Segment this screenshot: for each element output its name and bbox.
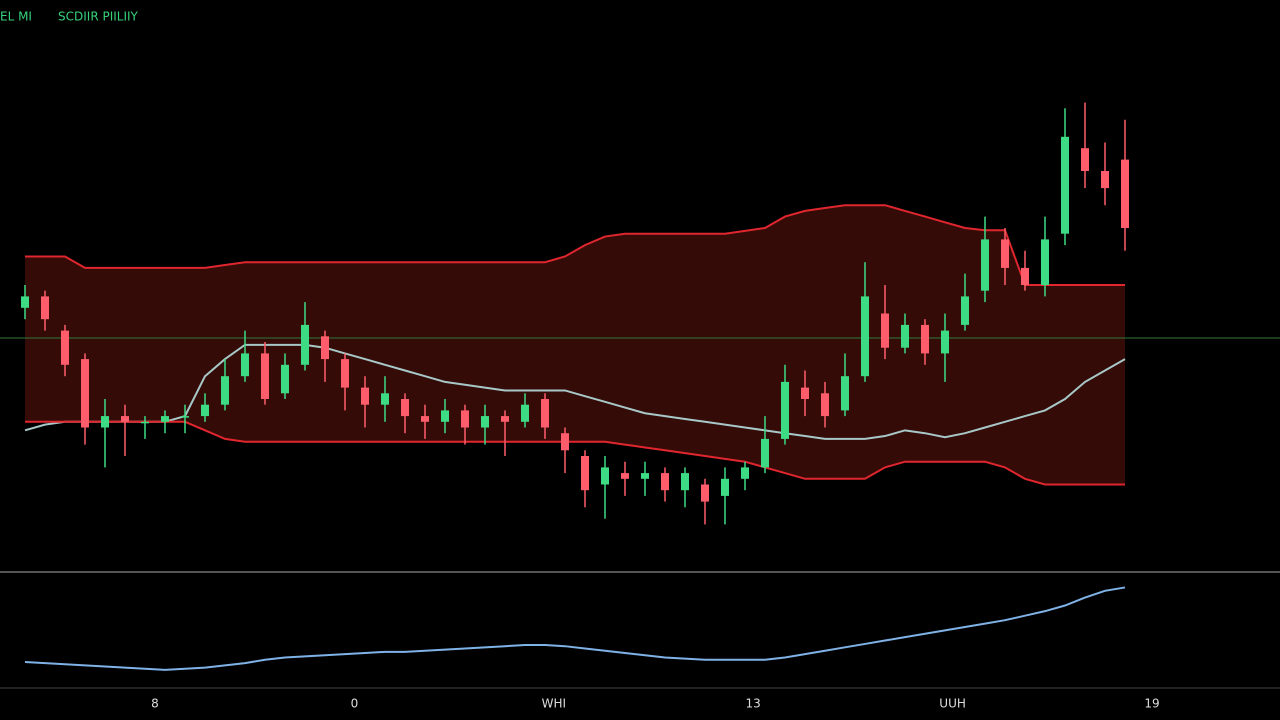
candle-body: [1061, 136, 1069, 234]
candle-body: [1101, 171, 1109, 189]
candle-body: [1121, 159, 1129, 228]
x-tick-label: 19: [1144, 697, 1159, 711]
candle-body: [721, 478, 729, 496]
candle-body: [701, 484, 709, 502]
candle-body: [521, 404, 529, 422]
chart-title: EL MI: [0, 10, 32, 24]
x-tick-label: 0: [351, 697, 359, 711]
candle-body: [861, 296, 869, 377]
candle-body: [661, 473, 669, 491]
candle-body: [1021, 267, 1029, 285]
candle-body: [841, 376, 849, 411]
candle-body: [501, 416, 509, 422]
candle-body: [641, 473, 649, 479]
candle-body: [261, 353, 269, 399]
candle-body: [881, 313, 889, 348]
candle-body: [461, 410, 469, 428]
band-line: [24, 343, 1126, 440]
candle-body: [901, 324, 909, 348]
x-tick-label: 8: [151, 697, 159, 711]
x-tick-label: UUH: [939, 697, 966, 711]
candle-body: [361, 387, 369, 405]
candle-body: [181, 416, 189, 418]
candle-body: [601, 467, 609, 485]
candle-body: [381, 393, 389, 405]
candle-body: [41, 296, 49, 320]
candle-body: [321, 336, 329, 360]
candle-body: [121, 416, 129, 422]
candle-body: [21, 296, 29, 308]
candle-body: [301, 324, 309, 365]
chart-subtitle: SCDIIR PIILIIY: [58, 10, 139, 24]
candle-body: [961, 296, 969, 325]
x-tick-label: WHI: [542, 697, 566, 711]
candle-body: [101, 416, 109, 428]
candle-body: [341, 359, 349, 388]
candle-body: [621, 473, 629, 479]
candle-body: [681, 473, 689, 491]
candle-body: [61, 330, 69, 365]
candle-body: [781, 381, 789, 439]
candle-body: [821, 393, 829, 417]
candle-body: [541, 399, 549, 428]
candle-body: [1001, 239, 1009, 268]
candle-body: [141, 421, 149, 424]
band-line: [25, 204, 1125, 286]
candle-body: [1041, 239, 1049, 285]
candle-body: [441, 410, 449, 422]
candle-body: [281, 364, 289, 394]
indicator-line: [24, 586, 1126, 671]
candle-body: [401, 399, 409, 417]
candle-body: [981, 239, 989, 291]
candle-body: [481, 416, 489, 428]
candle-body: [201, 404, 209, 417]
candle-body: [221, 376, 229, 405]
band-line: [25, 420, 1125, 486]
candle-body: [801, 387, 809, 399]
band-fill: [25, 205, 1125, 485]
candle-body: [241, 353, 249, 377]
candle-body: [161, 416, 169, 422]
candle-body: [761, 438, 769, 468]
candle-body: [421, 416, 429, 422]
candle-body: [1081, 148, 1089, 171]
candle-body: [741, 467, 749, 479]
candle-body: [561, 433, 569, 451]
x-tick-label: 13: [746, 697, 761, 711]
candle-body: [921, 324, 929, 354]
candle-body: [81, 359, 89, 428]
candle-body: [941, 330, 949, 354]
candle-body: [581, 456, 589, 491]
